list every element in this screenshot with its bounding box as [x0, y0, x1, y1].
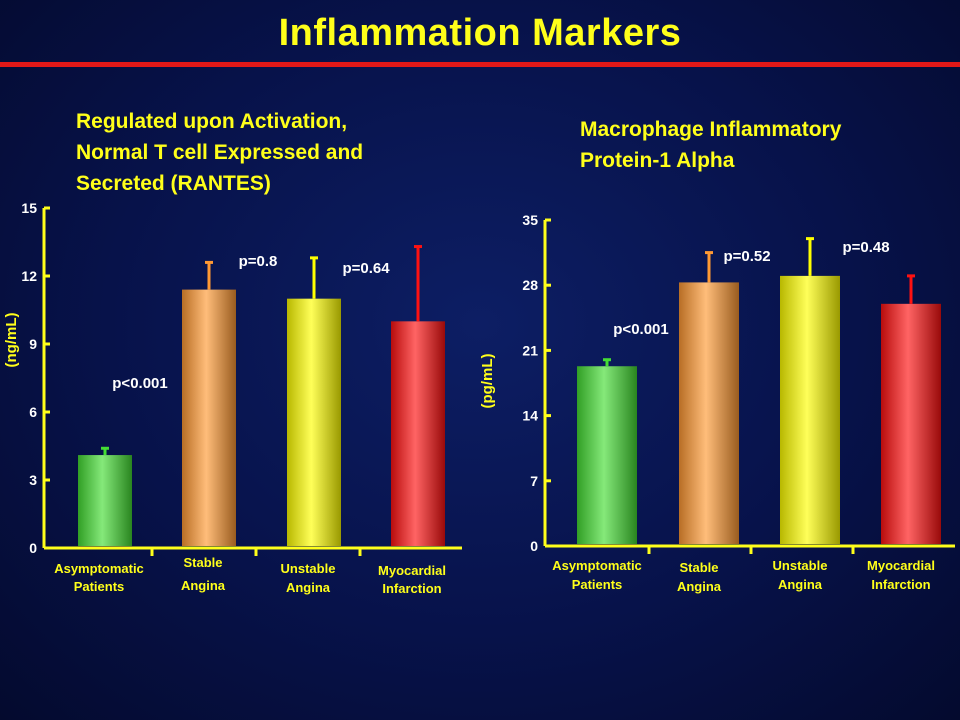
- chart-1-y-axis-label: (ng/mL): [3, 313, 20, 368]
- chart-1-y-tick-label: 15: [21, 200, 37, 216]
- chart-2-p-value: p=0.48: [842, 239, 889, 256]
- chart-1-p-value: p<0.001: [112, 375, 167, 392]
- chart-1-title-line: Normal T cell Expressed and: [76, 141, 364, 164]
- chart-1-plot: 0 3 6 9 12 15 (ng/mL) p<0.001 p=0.8 p=0.64 Asympto…: [3, 200, 462, 596]
- chart-1-bar: [287, 298, 341, 546]
- chart-2-y-tick-label: 21: [522, 342, 538, 358]
- chart-1-bar: [391, 321, 445, 546]
- chart-2-category-label: Angina: [778, 577, 823, 592]
- chart-2-y-tick-label: 14: [522, 408, 538, 424]
- chart-2-bar: [780, 275, 840, 544]
- chart-2-y-tick-label: 7: [530, 473, 538, 489]
- chart-2-y-tick-label: 0: [530, 538, 538, 554]
- chart-1-p-value: p=0.8: [239, 253, 278, 270]
- chart-2-category-label: Angina: [677, 579, 722, 594]
- chart-2-bar: [679, 282, 739, 544]
- chart-2-category-label: Myocardial: [867, 558, 935, 573]
- chart-1-y-tick-label: 0: [29, 540, 37, 556]
- chart-2-category-label: Stable: [679, 560, 718, 575]
- chart-1-title-line: Secreted (RANTES): [76, 172, 271, 195]
- chart-1-category-label: Infarction: [382, 581, 441, 596]
- chart-1-category-label: Angina: [181, 578, 226, 593]
- chart-2-bar: [577, 366, 637, 544]
- chart-1-bar: [78, 455, 132, 546]
- chart-1-category-label: Myocardial: [378, 563, 446, 578]
- chart-2-category-label: Patients: [572, 577, 623, 592]
- chart-2-p-value: p=0.52: [723, 248, 770, 265]
- chart-1-category-label: Patients: [74, 579, 125, 594]
- chart-2-p-value: p<0.001: [613, 321, 668, 338]
- chart-1-category-label: Angina: [286, 580, 331, 595]
- chart-2-y-tick-label: 35: [522, 212, 538, 228]
- chart-2-category-label: Asymptomatic: [552, 558, 642, 573]
- chart-1-category-label: Unstable: [281, 561, 336, 576]
- chart-1-title-line: Regulated upon Activation,: [76, 110, 348, 133]
- chart-2-title: Macrophage Inflammatory Protein-1 Alpha: [580, 114, 841, 176]
- chart-1-category-label: Asymptomatic: [54, 561, 144, 576]
- chart-1-bar: [182, 289, 236, 546]
- chart-2-title-line: Macrophage Inflammatory: [580, 118, 842, 141]
- chart-2-y-axis-label: (pg/mL): [479, 354, 496, 409]
- chart-1-title: Regulated upon Activation, Normal T cell…: [76, 106, 363, 199]
- chart-1-y-tick-label: 9: [29, 336, 37, 352]
- chart-1-y-tick-label: 12: [21, 268, 37, 284]
- chart-1-p-value: p=0.64: [342, 260, 390, 277]
- chart-2-title-line: Protein-1 Alpha: [580, 149, 735, 172]
- chart-1-y-tick-label: 3: [29, 472, 37, 488]
- chart-1-y-tick-label: 6: [29, 404, 37, 420]
- chart-2-bar: [881, 303, 941, 544]
- chart-2-y-tick-label: 28: [522, 277, 538, 293]
- chart-1-category-label: Stable: [183, 555, 222, 570]
- chart-2-category-label: Infarction: [871, 577, 930, 592]
- chart-2-category-label: Unstable: [773, 558, 828, 573]
- chart-2-plot: 0 7 14 21 28 35 (pg/mL) p<0.001 p=0.52 p=0.48 Asym…: [479, 212, 955, 594]
- title-rule: [0, 62, 960, 67]
- slide-title: Inflammation Markers: [278, 12, 682, 54]
